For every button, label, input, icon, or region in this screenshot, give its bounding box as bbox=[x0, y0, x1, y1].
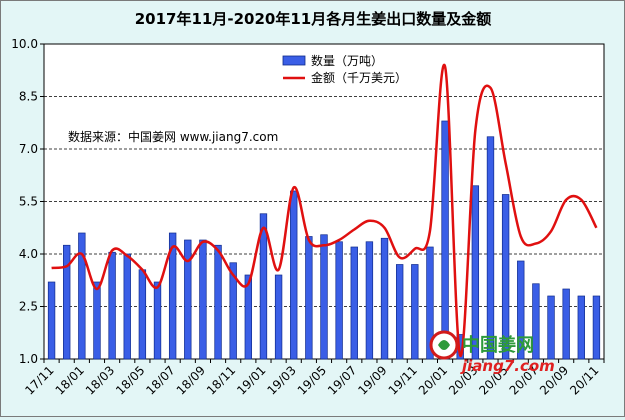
bar bbox=[562, 288, 570, 360]
y-tick-label: 8.5 bbox=[19, 90, 38, 104]
bar bbox=[335, 241, 343, 360]
bar bbox=[320, 234, 328, 360]
chart-title: 2017年11月-2020年11月各月生姜出口数量及金额 bbox=[135, 10, 491, 28]
bar bbox=[290, 190, 298, 360]
bar bbox=[259, 213, 268, 360]
y-axis-ticks: 1.0 2.5 4.0 5.5 7.0 8.5 10.0 bbox=[11, 37, 44, 366]
bar bbox=[214, 244, 222, 360]
bar bbox=[395, 264, 404, 360]
x-tick-label: 19/09 bbox=[355, 363, 389, 397]
bar bbox=[380, 237, 389, 360]
bar bbox=[411, 264, 419, 360]
x-tick-label: 19/03 bbox=[264, 363, 298, 397]
bar bbox=[592, 295, 601, 360]
bar bbox=[532, 283, 540, 360]
y-tick-label: 10.0 bbox=[11, 37, 38, 51]
x-tick-label: 18/07 bbox=[143, 363, 177, 397]
bar bbox=[63, 244, 71, 360]
bar bbox=[123, 253, 131, 360]
watermark-logo: 中国姜网 jiang7.com bbox=[429, 330, 555, 375]
bar bbox=[577, 295, 585, 360]
bar bbox=[471, 185, 480, 360]
x-tick-label: 19/11 bbox=[386, 363, 420, 397]
x-tick-label: 18/01 bbox=[53, 363, 87, 397]
y-tick-label: 2.5 bbox=[19, 300, 38, 314]
watermark-logo-text: 中国姜网 bbox=[462, 334, 534, 356]
x-tick-label: 20/11 bbox=[567, 363, 601, 397]
bar bbox=[199, 239, 207, 360]
bar bbox=[441, 120, 449, 360]
bar bbox=[486, 136, 495, 360]
bar bbox=[93, 281, 101, 360]
bar bbox=[365, 241, 374, 360]
bar bbox=[184, 239, 192, 360]
watermark-url: jiang7.com bbox=[460, 357, 555, 375]
x-tick-label: 19/01 bbox=[234, 363, 268, 397]
x-tick-label: 18/11 bbox=[204, 363, 238, 397]
y-tick-label: 1.0 bbox=[19, 352, 38, 366]
legend-bar-label: 数量（万吨） bbox=[311, 53, 383, 68]
y-tick-label: 4.0 bbox=[19, 247, 38, 261]
bar bbox=[501, 194, 510, 360]
bar bbox=[244, 274, 253, 360]
bar bbox=[153, 281, 162, 360]
bar bbox=[305, 236, 313, 360]
source-annotation: 数据来源：中国姜网 www.jiang7.com bbox=[68, 129, 278, 144]
x-tick-label: 18/05 bbox=[113, 363, 147, 397]
legend-line-label: 金额（千万美元） bbox=[311, 70, 407, 85]
bar bbox=[426, 246, 434, 360]
bar bbox=[547, 295, 555, 360]
legend-bar-swatch bbox=[282, 55, 306, 66]
bar bbox=[47, 281, 56, 360]
bar bbox=[78, 232, 86, 360]
y-tick-label: 7.0 bbox=[19, 142, 38, 156]
bar-series bbox=[47, 120, 601, 360]
bar bbox=[168, 232, 177, 360]
x-tick-label: 19/05 bbox=[295, 363, 329, 397]
bar bbox=[138, 269, 147, 360]
bar bbox=[108, 251, 116, 360]
line-series bbox=[51, 63, 598, 357]
x-tick-label: 17/11 bbox=[22, 363, 56, 397]
bar bbox=[274, 274, 283, 360]
x-tick-label: 18/09 bbox=[174, 363, 208, 397]
x-tick-label: 20/01 bbox=[416, 363, 450, 397]
legend: 数量（万吨） 金额（千万美元） bbox=[282, 53, 407, 85]
y-tick-label: 5.5 bbox=[19, 195, 38, 209]
bar bbox=[517, 260, 525, 360]
x-tick-label: 18/03 bbox=[83, 363, 117, 397]
x-tick-label: 19/07 bbox=[325, 363, 359, 397]
bar bbox=[350, 246, 358, 360]
bar bbox=[229, 262, 237, 360]
